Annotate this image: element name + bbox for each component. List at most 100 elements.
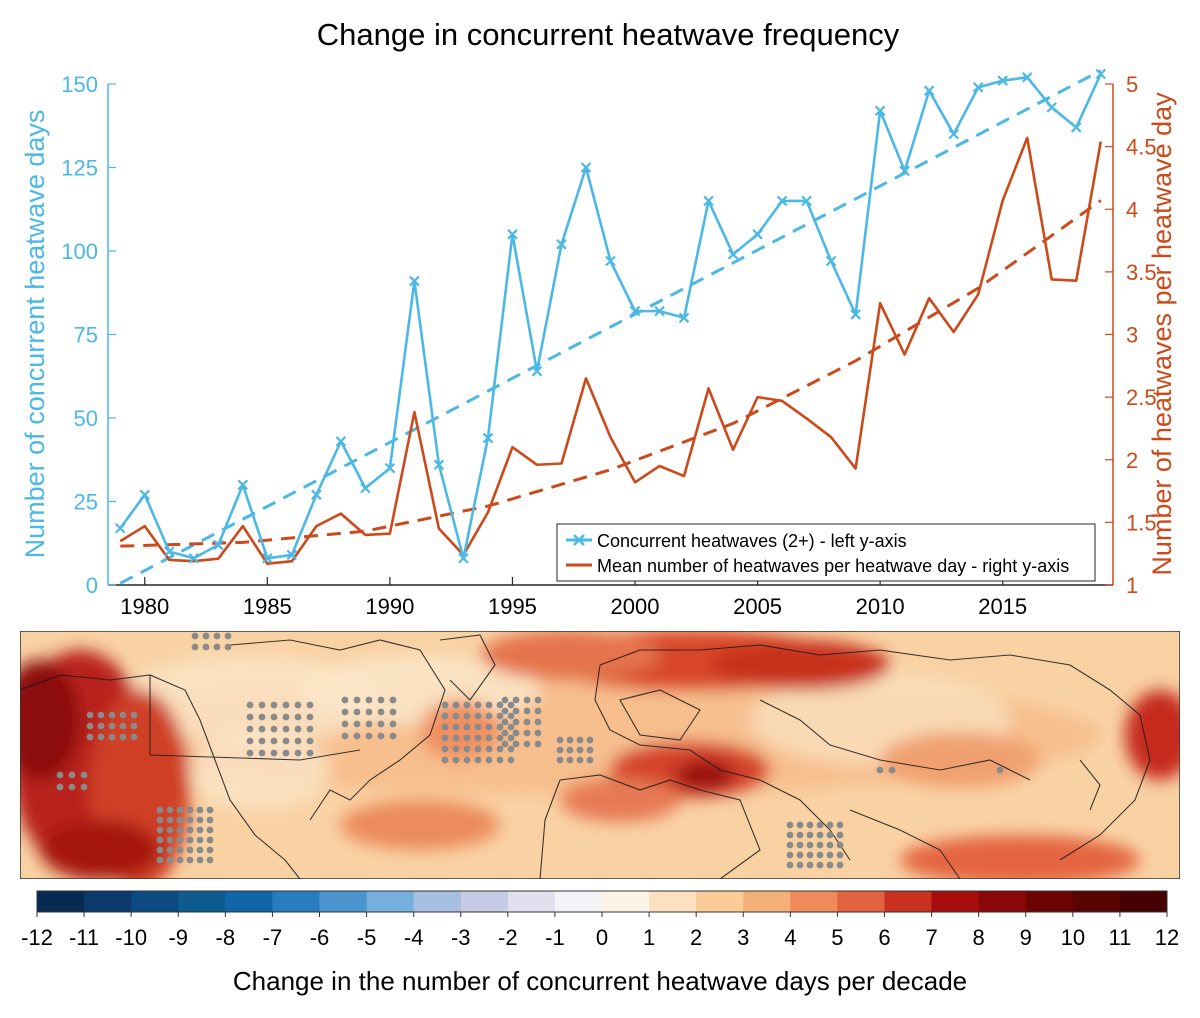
colorbar-tick-label: 4 xyxy=(784,925,796,950)
map-dot xyxy=(507,701,515,709)
series-point-left xyxy=(1021,72,1033,83)
map-dot xyxy=(156,846,164,854)
x-tick-label: 1995 xyxy=(488,594,537,619)
map-dot xyxy=(224,643,232,651)
series-point-left xyxy=(801,195,812,207)
map-dot xyxy=(156,836,164,844)
series-point-left xyxy=(433,459,445,471)
map-dot xyxy=(389,732,397,740)
left-y-tick-label: 75 xyxy=(74,323,98,348)
map-dot xyxy=(306,725,314,733)
colorbar-tick-label: 11 xyxy=(1108,925,1131,950)
colorbar-cell xyxy=(1025,891,1074,912)
map-dot xyxy=(258,749,266,757)
map-dot xyxy=(507,756,515,764)
map-dot xyxy=(119,711,127,719)
map-dot xyxy=(836,861,844,869)
right-y-axis-label: Number of heatwaves per heatwave day xyxy=(1147,92,1177,576)
map-dot xyxy=(186,806,194,814)
colorbar-cell xyxy=(743,891,791,912)
map-dot xyxy=(496,734,504,742)
series-line-left xyxy=(119,73,1102,560)
map-dot xyxy=(206,826,214,834)
map-dot xyxy=(282,737,290,745)
map-dot xyxy=(176,826,184,834)
x-tick-label: 2000 xyxy=(611,594,660,619)
colorbar-cell xyxy=(931,891,980,912)
colorbar-cell xyxy=(225,891,273,912)
series-point-left xyxy=(997,75,1008,86)
map-dot xyxy=(796,861,804,869)
map-dot xyxy=(496,712,504,720)
map-dot xyxy=(786,841,794,849)
map-dot xyxy=(507,712,515,720)
map-dot xyxy=(576,756,584,764)
series-point-left xyxy=(972,82,984,93)
map-dot xyxy=(130,711,138,719)
map-dot xyxy=(463,745,471,753)
map-dot xyxy=(353,696,361,704)
colorbar-cells xyxy=(37,891,1168,912)
colorbar-cell xyxy=(507,891,556,912)
map-dot xyxy=(246,701,254,709)
map-dot xyxy=(474,712,482,720)
map-dot xyxy=(294,749,302,757)
map-dot xyxy=(86,733,94,741)
map-dot xyxy=(294,737,302,745)
map-dot xyxy=(306,749,314,757)
map-dot xyxy=(796,851,804,859)
colorbar-cell xyxy=(37,891,85,912)
map-dot xyxy=(441,712,449,720)
colorbar-tick-label: 10 xyxy=(1061,925,1085,950)
map-dot xyxy=(294,725,302,733)
colorbar-tick-label: -7 xyxy=(263,925,283,950)
colorbar-cell xyxy=(460,891,509,912)
map-dot xyxy=(826,851,834,859)
colorbar-tick-label: 7 xyxy=(925,925,937,950)
map-dot xyxy=(258,737,266,745)
map-dot xyxy=(501,740,509,748)
map-dot xyxy=(270,713,278,721)
map-dot xyxy=(452,756,460,764)
series-point-left xyxy=(1046,102,1057,113)
map-dot xyxy=(246,737,254,745)
x-tick-label: 1985 xyxy=(243,594,292,619)
map-dot xyxy=(130,733,138,741)
map-dot xyxy=(816,851,824,859)
series-point-left xyxy=(1095,68,1107,80)
map-dot xyxy=(119,722,127,730)
map-dot xyxy=(156,826,164,834)
colorbar-cell xyxy=(790,891,838,912)
map-dot xyxy=(206,846,214,854)
series-point-left xyxy=(237,479,249,491)
legend: Concurrent heatwaves (2+) - left y-axis … xyxy=(556,523,1096,582)
map-dot xyxy=(485,745,493,753)
map-dot xyxy=(816,831,824,839)
map-dot xyxy=(566,746,574,754)
trend-line-left-series xyxy=(119,69,1102,585)
series-point-left xyxy=(678,312,690,324)
map-dot xyxy=(452,723,460,731)
series-point-left xyxy=(825,255,837,267)
right-y-tick-label: 4 xyxy=(1126,197,1138,222)
map-dot xyxy=(80,783,88,791)
map-dot xyxy=(166,836,174,844)
map-dot xyxy=(501,696,509,704)
colorbar-cell xyxy=(884,891,933,912)
series-point-left xyxy=(360,482,371,494)
x-tick-label: 2010 xyxy=(856,594,905,619)
left-y-tick-label: 100 xyxy=(61,239,98,264)
map-dot xyxy=(512,729,520,737)
map-dot xyxy=(523,740,531,748)
map-dot xyxy=(796,841,804,849)
map-dot xyxy=(523,707,531,715)
map-significance-dots xyxy=(56,632,1004,869)
map-dot xyxy=(186,856,194,864)
left-y-tick-label: 125 xyxy=(61,156,98,181)
series-point-left xyxy=(580,162,592,173)
map-dot xyxy=(786,831,794,839)
right-y-tick-label: 3 xyxy=(1126,323,1138,348)
map-dot xyxy=(586,756,594,764)
